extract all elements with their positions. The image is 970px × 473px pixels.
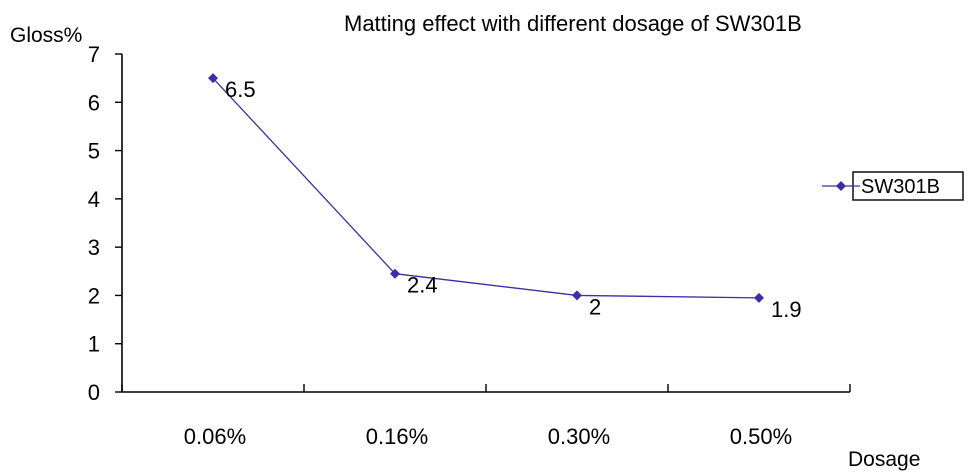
legend-marker [836,181,846,191]
x-tick-label: 0.16% [366,424,428,449]
y-tick-label: 0 [88,380,100,405]
y-axis-label: Gloss% [10,24,82,47]
y-tick-label: 2 [88,283,100,308]
y-tick-label: 1 [88,332,100,357]
data-point [754,292,764,303]
chart-title: Matting effect with different dosage of … [344,11,802,36]
data-point [208,73,218,84]
x-tick-label: 0.50% [730,424,792,449]
x-axis-label: Dosage [848,448,920,471]
y-tick-label: 7 [88,42,100,67]
x-tick-label: 0.06% [184,424,246,449]
data-point [572,290,582,301]
series-layer: 6.5 2.4 2 1.9 [208,73,802,322]
series-line-sw301b [212,77,760,299]
data-point [390,268,400,279]
axes: 0 1 2 3 4 5 6 7 0.06% 0.16% 0.30% 0.50% [88,42,851,449]
legend-label: SW301B [861,176,940,198]
data-label: 1.9 [771,297,802,322]
data-label: 2.4 [407,273,438,298]
y-tick-label: 6 [88,90,100,115]
data-label: 6.5 [225,77,256,102]
y-tick-label: 3 [88,235,100,260]
data-label: 2 [589,294,601,319]
y-tick-label: 4 [88,187,100,212]
legend: SW301B [822,171,964,201]
x-tick-label: 0.30% [548,424,610,449]
y-tick-label: 5 [88,139,100,164]
